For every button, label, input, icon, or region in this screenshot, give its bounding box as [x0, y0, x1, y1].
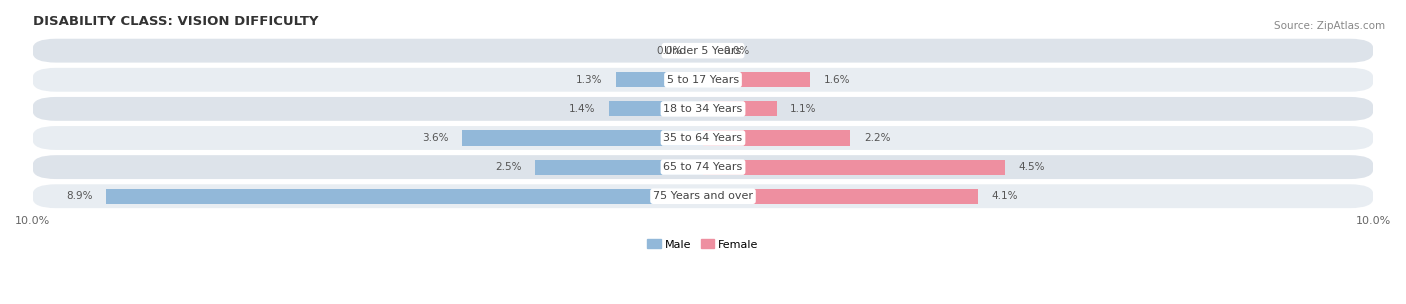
Text: Under 5 Years: Under 5 Years — [665, 46, 741, 56]
Text: 75 Years and over: 75 Years and over — [652, 191, 754, 201]
Text: 1.3%: 1.3% — [576, 75, 602, 85]
Bar — [703, 160, 1005, 175]
Bar — [703, 130, 851, 146]
Text: 4.5%: 4.5% — [1018, 162, 1045, 172]
Text: 18 to 34 Years: 18 to 34 Years — [664, 104, 742, 114]
Text: 2.5%: 2.5% — [495, 162, 522, 172]
Legend: Male, Female: Male, Female — [643, 235, 763, 254]
Text: 0.0%: 0.0% — [723, 46, 749, 56]
Bar — [703, 101, 776, 116]
Text: 0.0%: 0.0% — [657, 46, 683, 56]
FancyBboxPatch shape — [32, 155, 1374, 179]
Text: 2.2%: 2.2% — [863, 133, 890, 143]
Bar — [616, 72, 703, 87]
Text: Source: ZipAtlas.com: Source: ZipAtlas.com — [1274, 21, 1385, 31]
Bar — [107, 189, 703, 204]
Bar — [461, 130, 703, 146]
Text: 4.1%: 4.1% — [991, 191, 1018, 201]
Text: 8.9%: 8.9% — [66, 191, 93, 201]
Text: 65 to 74 Years: 65 to 74 Years — [664, 162, 742, 172]
Bar — [703, 189, 977, 204]
Text: 5 to 17 Years: 5 to 17 Years — [666, 75, 740, 85]
Bar — [703, 72, 810, 87]
Bar — [609, 101, 703, 116]
Text: DISABILITY CLASS: VISION DIFFICULTY: DISABILITY CLASS: VISION DIFFICULTY — [32, 15, 318, 28]
FancyBboxPatch shape — [32, 68, 1374, 92]
Bar — [536, 160, 703, 175]
Text: 1.6%: 1.6% — [824, 75, 851, 85]
Text: 1.4%: 1.4% — [569, 104, 596, 114]
Text: 3.6%: 3.6% — [422, 133, 449, 143]
FancyBboxPatch shape — [32, 39, 1374, 63]
Text: 1.1%: 1.1% — [790, 104, 817, 114]
FancyBboxPatch shape — [32, 126, 1374, 150]
Text: 35 to 64 Years: 35 to 64 Years — [664, 133, 742, 143]
FancyBboxPatch shape — [32, 184, 1374, 208]
FancyBboxPatch shape — [32, 97, 1374, 121]
